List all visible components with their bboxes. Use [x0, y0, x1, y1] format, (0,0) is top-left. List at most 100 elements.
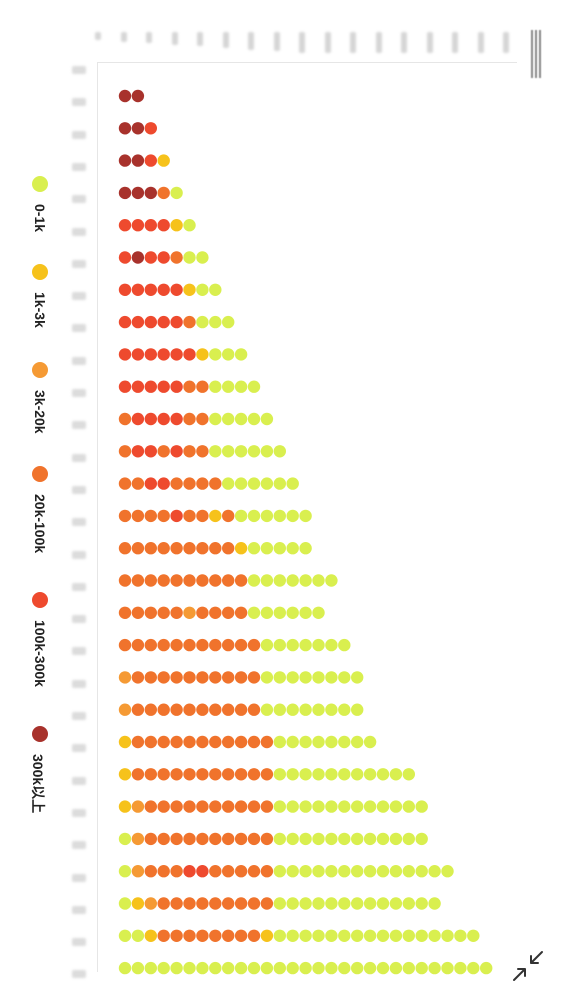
data-dot[interactable] — [157, 832, 170, 846]
data-dot[interactable] — [247, 703, 261, 716]
data-dot[interactable] — [376, 929, 390, 942]
data-dot[interactable] — [157, 768, 170, 781]
data-dot[interactable] — [144, 606, 157, 619]
data-dot[interactable] — [325, 832, 338, 846]
data-dot[interactable] — [183, 961, 196, 975]
data-dot[interactable] — [234, 509, 248, 523]
data-dot[interactable] — [183, 219, 196, 232]
data-dot[interactable] — [196, 832, 209, 846]
data-dot[interactable] — [131, 735, 145, 749]
data-dot[interactable] — [389, 832, 403, 846]
data-dot[interactable] — [312, 671, 325, 684]
data-dot[interactable] — [402, 768, 415, 781]
data-dot[interactable] — [157, 412, 170, 426]
data-dot[interactable] — [247, 735, 261, 749]
data-dot[interactable] — [273, 574, 286, 587]
data-dot[interactable] — [209, 961, 222, 975]
data-dot[interactable] — [222, 412, 235, 426]
data-dot[interactable] — [196, 671, 209, 684]
data-dot[interactable] — [247, 800, 261, 813]
data-dot[interactable] — [312, 929, 325, 942]
data-dot[interactable] — [234, 703, 248, 716]
data-dot[interactable] — [144, 477, 157, 490]
data-dot[interactable] — [247, 671, 261, 684]
data-dot[interactable] — [170, 445, 183, 458]
data-dot[interactable] — [183, 606, 196, 619]
data-dot[interactable] — [312, 735, 325, 749]
data-dot[interactable] — [170, 606, 183, 619]
data-dot[interactable] — [118, 477, 132, 490]
data-dot[interactable] — [376, 897, 390, 910]
data-dot[interactable] — [260, 832, 274, 846]
data-dot[interactable] — [441, 929, 454, 942]
data-dot[interactable] — [170, 768, 183, 781]
data-dot[interactable] — [234, 897, 248, 910]
data-dot[interactable] — [157, 251, 170, 264]
data-dot[interactable] — [389, 929, 403, 942]
data-dot[interactable] — [338, 800, 351, 813]
data-dot[interactable] — [389, 768, 403, 781]
data-dot[interactable] — [222, 606, 235, 619]
data-dot[interactable] — [118, 606, 132, 619]
data-dot[interactable] — [170, 380, 183, 393]
data-dot[interactable] — [286, 800, 299, 813]
data-dot[interactable] — [312, 606, 325, 619]
data-dot[interactable] — [118, 961, 132, 975]
data-dot[interactable] — [234, 929, 248, 942]
data-dot[interactable] — [209, 832, 222, 846]
data-dot[interactable] — [170, 315, 183, 329]
data-dot[interactable] — [286, 832, 299, 846]
data-dot[interactable] — [376, 768, 390, 781]
data-dot[interactable] — [260, 445, 274, 458]
data-dot[interactable] — [157, 574, 170, 587]
data-dot[interactable] — [170, 638, 183, 652]
data-dot[interactable] — [118, 638, 132, 652]
data-dot[interactable] — [144, 574, 157, 587]
data-dot[interactable] — [351, 961, 364, 975]
data-dot[interactable] — [247, 380, 261, 393]
data-dot[interactable] — [312, 574, 325, 587]
data-dot[interactable] — [247, 412, 261, 426]
data-dot[interactable] — [338, 897, 351, 910]
data-dot[interactable] — [402, 865, 415, 878]
data-dot[interactable] — [170, 832, 183, 846]
data-dot[interactable] — [183, 574, 196, 587]
data-dot[interactable] — [247, 445, 261, 458]
data-dot[interactable] — [157, 800, 170, 813]
data-dot[interactable] — [170, 542, 183, 555]
data-dot[interactable] — [157, 638, 170, 652]
legend-item[interactable]: 0-1k — [26, 176, 56, 306]
data-dot[interactable] — [351, 735, 364, 749]
data-dot[interactable] — [209, 380, 222, 393]
data-dot[interactable] — [222, 832, 235, 846]
data-dot[interactable] — [338, 832, 351, 846]
data-dot[interactable] — [312, 897, 325, 910]
data-dot[interactable] — [196, 283, 209, 296]
data-dot[interactable] — [325, 735, 338, 749]
data-dot[interactable] — [260, 412, 274, 426]
data-dot[interactable] — [222, 768, 235, 781]
data-dot[interactable] — [247, 929, 261, 942]
data-dot[interactable] — [196, 606, 209, 619]
data-dot[interactable] — [170, 671, 183, 684]
data-dot[interactable] — [312, 638, 325, 652]
data-dot[interactable] — [183, 412, 196, 426]
data-dot[interactable] — [299, 574, 312, 587]
legend-item[interactable]: 3k-20k — [26, 362, 56, 492]
data-dot[interactable] — [118, 186, 132, 200]
data-dot[interactable] — [131, 961, 145, 975]
data-dot[interactable] — [441, 865, 454, 878]
data-dot[interactable] — [260, 735, 274, 749]
data-dot[interactable] — [209, 606, 222, 619]
data-dot[interactable] — [170, 412, 183, 426]
data-dot[interactable] — [157, 606, 170, 619]
data-dot[interactable] — [273, 961, 286, 975]
data-dot[interactable] — [260, 865, 274, 878]
data-dot[interactable] — [157, 961, 170, 975]
data-dot[interactable] — [260, 509, 274, 523]
data-dot[interactable] — [260, 929, 274, 942]
data-dot[interactable] — [247, 477, 261, 490]
data-dot[interactable] — [118, 154, 132, 167]
data-dot[interactable] — [183, 897, 196, 910]
data-dot[interactable] — [363, 961, 377, 975]
